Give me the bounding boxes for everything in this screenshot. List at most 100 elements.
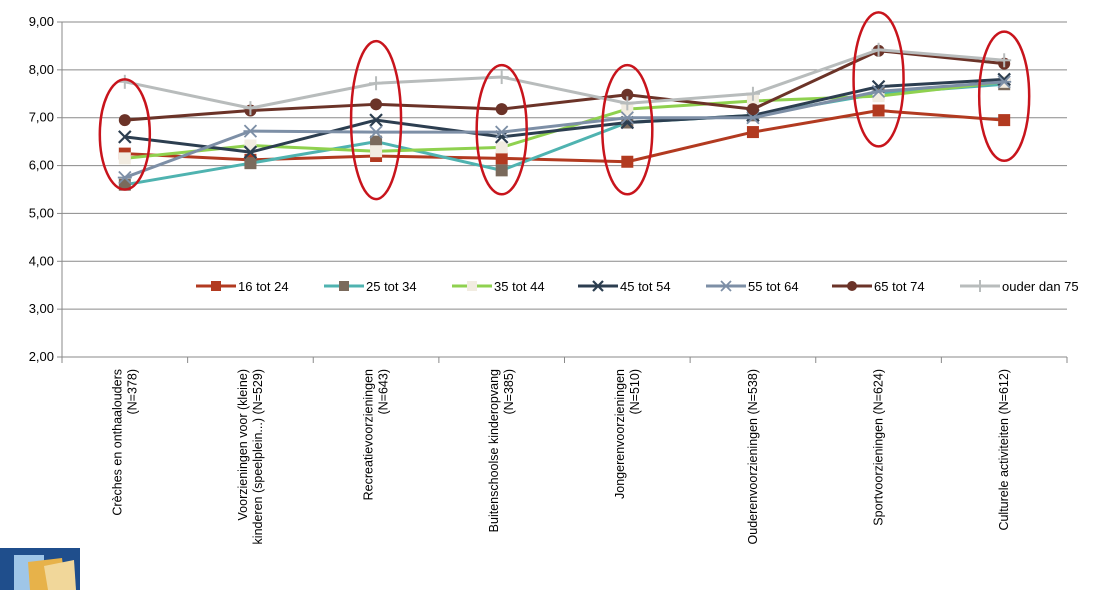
category-label-line: Sportvoorzieningen (N=624) bbox=[872, 369, 886, 526]
axes bbox=[57, 21, 1068, 363]
data-point bbox=[370, 135, 383, 148]
category-label: Jongerenvoorzieningen (N=510) bbox=[613, 369, 642, 499]
legend-item: 35 tot 44 bbox=[452, 279, 545, 294]
highlight-ellipse bbox=[852, 11, 905, 148]
x-axis-category-labels: Crèches en onthaalouders (N=378) Voorzieni… bbox=[110, 369, 1011, 545]
data-series bbox=[117, 42, 1012, 191]
data-point bbox=[998, 114, 1011, 127]
data-point bbox=[243, 124, 258, 138]
y-tick-label: 6,00 bbox=[29, 158, 54, 173]
data-point bbox=[746, 103, 759, 116]
data-point bbox=[997, 75, 1012, 89]
data-point bbox=[369, 125, 384, 139]
data-point bbox=[871, 42, 886, 57]
data-point bbox=[974, 280, 986, 292]
data-point bbox=[118, 114, 131, 127]
category-label-line: (N=510) bbox=[628, 369, 642, 415]
data-point bbox=[592, 280, 604, 292]
category-label: Recreatievoorzieningen (N=643) bbox=[362, 369, 391, 500]
legend-item: ouder dan 75 bbox=[960, 279, 1079, 294]
series-line bbox=[124, 80, 1005, 179]
data-point bbox=[211, 281, 221, 291]
data-point bbox=[720, 280, 732, 292]
category-label-line: Crèches en onthaalouders bbox=[110, 369, 124, 516]
legend-label: 25 tot 34 bbox=[366, 279, 417, 294]
logo-panel-beige bbox=[44, 560, 76, 590]
legend-item: 16 tot 24 bbox=[196, 279, 289, 294]
category-label: Voorzieningen voor (kleine) kinderen (spe… bbox=[236, 369, 265, 544]
data-point bbox=[369, 76, 384, 91]
legend-label: 45 tot 54 bbox=[620, 279, 671, 294]
legend-label: 35 tot 44 bbox=[494, 279, 545, 294]
legend-item: 45 tot 54 bbox=[578, 279, 671, 294]
data-point bbox=[621, 155, 634, 168]
data-point bbox=[745, 86, 760, 101]
series-line bbox=[124, 49, 1005, 122]
legend-label: ouder dan 75 bbox=[1002, 279, 1079, 294]
category-label-line: Voorzieningen voor (kleine) bbox=[236, 369, 250, 520]
y-tick-label: 5,00 bbox=[29, 205, 54, 220]
gridlines bbox=[62, 21, 1067, 358]
data-point bbox=[370, 145, 383, 158]
y-tick-label: 9,00 bbox=[29, 14, 54, 29]
category-label: Sportvoorzieningen (N=624) bbox=[872, 369, 886, 526]
category-label-line: (N=378) bbox=[125, 369, 139, 415]
y-tick-label: 8,00 bbox=[29, 62, 54, 77]
category-label: Crèches en onthaalouders (N=378) bbox=[110, 369, 139, 516]
data-point bbox=[495, 164, 508, 177]
y-tick-label: 2,00 bbox=[29, 349, 54, 364]
logo-icon bbox=[0, 548, 80, 590]
highlight-ellipse bbox=[601, 63, 654, 196]
data-point bbox=[370, 98, 383, 111]
data-point bbox=[339, 281, 349, 291]
data-point bbox=[495, 152, 508, 165]
data-point bbox=[369, 113, 383, 127]
data-point bbox=[244, 157, 257, 170]
legend-label: 55 tot 64 bbox=[748, 279, 799, 294]
category-label-line: Jongerenvoorzieningen bbox=[613, 369, 627, 499]
data-point bbox=[117, 74, 132, 89]
data-point bbox=[847, 281, 857, 291]
highlight-ellipse bbox=[475, 63, 528, 196]
data-point bbox=[495, 103, 508, 116]
data-point bbox=[745, 111, 760, 125]
category-label-line: Culturele activiteiten (N=612) bbox=[997, 369, 1011, 531]
category-label: Ouderenvoorzieningen (N=538) bbox=[746, 369, 760, 544]
category-label-line: kinderen (speelplein...) (N=529) bbox=[251, 369, 265, 544]
data-point bbox=[871, 84, 886, 99]
series-4 bbox=[117, 75, 1012, 185]
category-label-line: (N=385) bbox=[502, 369, 516, 415]
data-point bbox=[494, 70, 509, 85]
data-point bbox=[872, 104, 885, 117]
legend-item: 55 tot 64 bbox=[706, 279, 799, 294]
data-point bbox=[620, 96, 635, 111]
category-label: Culturele activiteiten (N=612) bbox=[997, 369, 1011, 531]
highlight-ellipse bbox=[98, 78, 152, 191]
data-point bbox=[746, 126, 759, 139]
series-line bbox=[124, 77, 1005, 154]
category-label-line: Buitenschoolse kinderopvang bbox=[487, 369, 501, 532]
series-line bbox=[124, 82, 1005, 187]
category-label-line: Ouderenvoorzieningen (N=538) bbox=[746, 369, 760, 544]
data-point bbox=[620, 111, 635, 125]
y-tick-label: 3,00 bbox=[29, 301, 54, 316]
legend-item: 25 tot 34 bbox=[324, 279, 417, 294]
data-point bbox=[467, 281, 477, 291]
data-point bbox=[495, 141, 508, 154]
category-label-line: Recreatievoorzieningen bbox=[362, 369, 376, 500]
series-6 bbox=[117, 42, 1012, 116]
data-point bbox=[118, 130, 132, 144]
data-point bbox=[494, 125, 509, 139]
highlight-ellipse bbox=[349, 39, 403, 201]
legend-label: 65 tot 74 bbox=[874, 279, 925, 294]
data-point bbox=[997, 53, 1012, 68]
legend-label: 16 tot 24 bbox=[238, 279, 289, 294]
y-tick-label: 7,00 bbox=[29, 110, 54, 125]
category-label-line: (N=643) bbox=[377, 369, 391, 415]
highlight-ellipse bbox=[977, 30, 1031, 163]
highlight-ellipses bbox=[98, 11, 1031, 201]
y-tick-label: 4,00 bbox=[29, 253, 54, 268]
data-point bbox=[243, 145, 258, 159]
data-point bbox=[621, 88, 634, 101]
